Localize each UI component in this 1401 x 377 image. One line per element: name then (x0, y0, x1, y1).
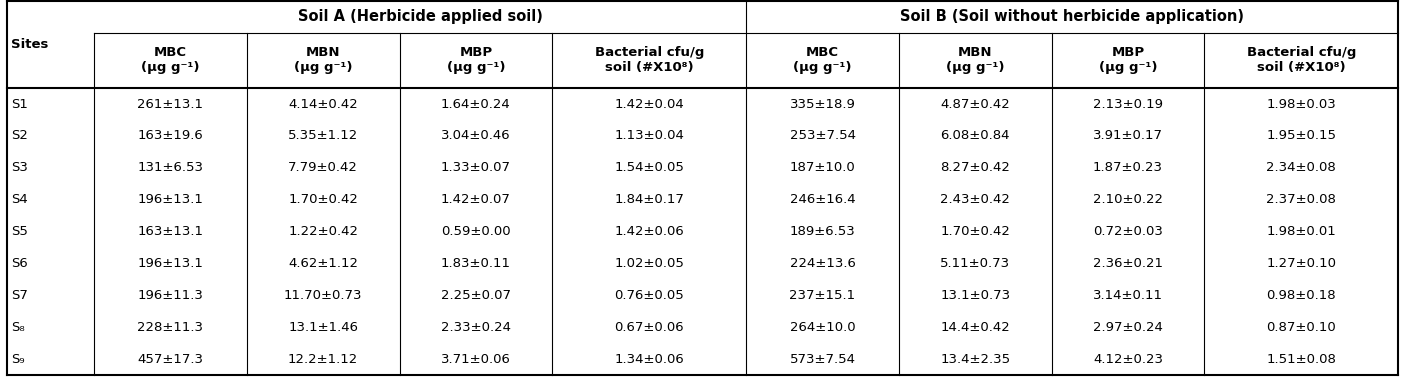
Text: 14.4±0.42: 14.4±0.42 (940, 321, 1010, 334)
Text: Soil A (Herbicide applied soil): Soil A (Herbicide applied soil) (297, 9, 542, 24)
Text: 131±6.53: 131±6.53 (137, 161, 203, 174)
Text: 1.70±0.42: 1.70±0.42 (940, 225, 1010, 238)
Text: S3: S3 (11, 161, 28, 174)
Text: 2.10±0.22: 2.10±0.22 (1093, 193, 1163, 206)
Text: MBC
(μg g⁻¹): MBC (μg g⁻¹) (793, 46, 852, 74)
Text: Bacterial cfu/g
soil (#X10⁸): Bacterial cfu/g soil (#X10⁸) (594, 46, 703, 74)
Text: 0.72±0.03: 0.72±0.03 (1093, 225, 1163, 238)
Text: 13.1±0.73: 13.1±0.73 (940, 289, 1010, 302)
Text: 2.33±0.24: 2.33±0.24 (441, 321, 511, 334)
Text: 224±13.6: 224±13.6 (790, 257, 856, 270)
Text: 4.62±1.12: 4.62±1.12 (289, 257, 359, 270)
Text: S2: S2 (11, 129, 28, 143)
Text: 0.59±0.00: 0.59±0.00 (441, 225, 511, 238)
Text: 187±10.0: 187±10.0 (790, 161, 856, 174)
Text: S5: S5 (11, 225, 28, 238)
Text: 1.13±0.04: 1.13±0.04 (614, 129, 684, 143)
Text: 5.35±1.12: 5.35±1.12 (289, 129, 359, 143)
Text: MBP
(μg g⁻¹): MBP (μg g⁻¹) (1098, 46, 1157, 74)
Text: 1.02±0.05: 1.02±0.05 (614, 257, 684, 270)
Text: 11.70±0.73: 11.70±0.73 (284, 289, 363, 302)
Text: 2.34±0.08: 2.34±0.08 (1267, 161, 1337, 174)
Text: 228±11.3: 228±11.3 (137, 321, 203, 334)
Text: 2.97±0.24: 2.97±0.24 (1093, 321, 1163, 334)
Text: S7: S7 (11, 289, 28, 302)
Text: S6: S6 (11, 257, 28, 270)
Text: MBP
(μg g⁻¹): MBP (μg g⁻¹) (447, 46, 506, 74)
Text: 189±6.53: 189±6.53 (790, 225, 856, 238)
Text: 7.79±0.42: 7.79±0.42 (289, 161, 359, 174)
Text: 0.67±0.06: 0.67±0.06 (615, 321, 684, 334)
Text: 1.87±0.23: 1.87±0.23 (1093, 161, 1163, 174)
Text: 3.14±0.11: 3.14±0.11 (1093, 289, 1163, 302)
Text: 335±18.9: 335±18.9 (790, 98, 856, 110)
Text: 1.54±0.05: 1.54±0.05 (614, 161, 684, 174)
Text: 1.98±0.01: 1.98±0.01 (1267, 225, 1337, 238)
Text: 8.27±0.42: 8.27±0.42 (940, 161, 1010, 174)
Text: 1.27±0.10: 1.27±0.10 (1267, 257, 1337, 270)
Text: 1.84±0.17: 1.84±0.17 (614, 193, 684, 206)
Text: 1.33±0.07: 1.33±0.07 (441, 161, 511, 174)
Text: 1.34±0.06: 1.34±0.06 (615, 352, 684, 366)
Text: 0.98±0.18: 0.98±0.18 (1267, 289, 1337, 302)
Text: Soil B (Soil without herbicide application): Soil B (Soil without herbicide applicati… (901, 9, 1244, 24)
Text: 4.12±0.23: 4.12±0.23 (1093, 352, 1163, 366)
Text: 0.87±0.10: 0.87±0.10 (1267, 321, 1337, 334)
Text: 1.22±0.42: 1.22±0.42 (289, 225, 359, 238)
Text: S1: S1 (11, 98, 28, 110)
Text: 1.83±0.11: 1.83±0.11 (441, 257, 511, 270)
Text: MBN
(μg g⁻¹): MBN (μg g⁻¹) (294, 46, 353, 74)
Text: 3.71±0.06: 3.71±0.06 (441, 352, 511, 366)
Text: Bacterial cfu/g
soil (#X10⁸): Bacterial cfu/g soil (#X10⁸) (1247, 46, 1356, 74)
Text: 12.2±1.12: 12.2±1.12 (289, 352, 359, 366)
Text: 2.36±0.21: 2.36±0.21 (1093, 257, 1163, 270)
Text: 246±16.4: 246±16.4 (790, 193, 856, 206)
Text: 261±13.1: 261±13.1 (137, 98, 203, 110)
Text: Sites: Sites (11, 38, 49, 51)
Text: 1.95±0.15: 1.95±0.15 (1267, 129, 1337, 143)
Text: S₈: S₈ (11, 321, 25, 334)
Text: 1.98±0.03: 1.98±0.03 (1267, 98, 1337, 110)
Text: MBC
(μg g⁻¹): MBC (μg g⁻¹) (142, 46, 200, 74)
Text: 3.91±0.17: 3.91±0.17 (1093, 129, 1163, 143)
Text: MBN
(μg g⁻¹): MBN (μg g⁻¹) (946, 46, 1005, 74)
Text: 196±13.1: 196±13.1 (137, 193, 203, 206)
Text: 253±7.54: 253±7.54 (790, 129, 856, 143)
Text: 196±11.3: 196±11.3 (137, 289, 203, 302)
Text: 6.08±0.84: 6.08±0.84 (940, 129, 1010, 143)
Text: 1.42±0.06: 1.42±0.06 (615, 225, 684, 238)
Text: 2.43±0.42: 2.43±0.42 (940, 193, 1010, 206)
Text: 2.37±0.08: 2.37±0.08 (1267, 193, 1337, 206)
Text: 1.70±0.42: 1.70±0.42 (289, 193, 359, 206)
Text: 5.11±0.73: 5.11±0.73 (940, 257, 1010, 270)
Text: 13.1±1.46: 13.1±1.46 (289, 321, 359, 334)
Text: 237±15.1: 237±15.1 (789, 289, 856, 302)
Text: 163±19.6: 163±19.6 (137, 129, 203, 143)
Text: 573±7.54: 573±7.54 (790, 352, 856, 366)
Text: 264±10.0: 264±10.0 (790, 321, 856, 334)
Text: 3.04±0.46: 3.04±0.46 (441, 129, 511, 143)
Text: 2.13±0.19: 2.13±0.19 (1093, 98, 1163, 110)
Text: 163±13.1: 163±13.1 (137, 225, 203, 238)
Text: 1.64±0.24: 1.64±0.24 (441, 98, 511, 110)
Text: 1.42±0.07: 1.42±0.07 (441, 193, 511, 206)
Text: 2.25±0.07: 2.25±0.07 (441, 289, 511, 302)
Text: 13.4±2.35: 13.4±2.35 (940, 352, 1010, 366)
Text: 1.42±0.04: 1.42±0.04 (615, 98, 684, 110)
Text: S4: S4 (11, 193, 28, 206)
Text: 4.14±0.42: 4.14±0.42 (289, 98, 359, 110)
Text: 4.87±0.42: 4.87±0.42 (940, 98, 1010, 110)
Text: 0.76±0.05: 0.76±0.05 (615, 289, 684, 302)
Text: S₉: S₉ (11, 352, 25, 366)
Text: 457±17.3: 457±17.3 (137, 352, 203, 366)
Text: 196±13.1: 196±13.1 (137, 257, 203, 270)
Text: 1.51±0.08: 1.51±0.08 (1267, 352, 1337, 366)
